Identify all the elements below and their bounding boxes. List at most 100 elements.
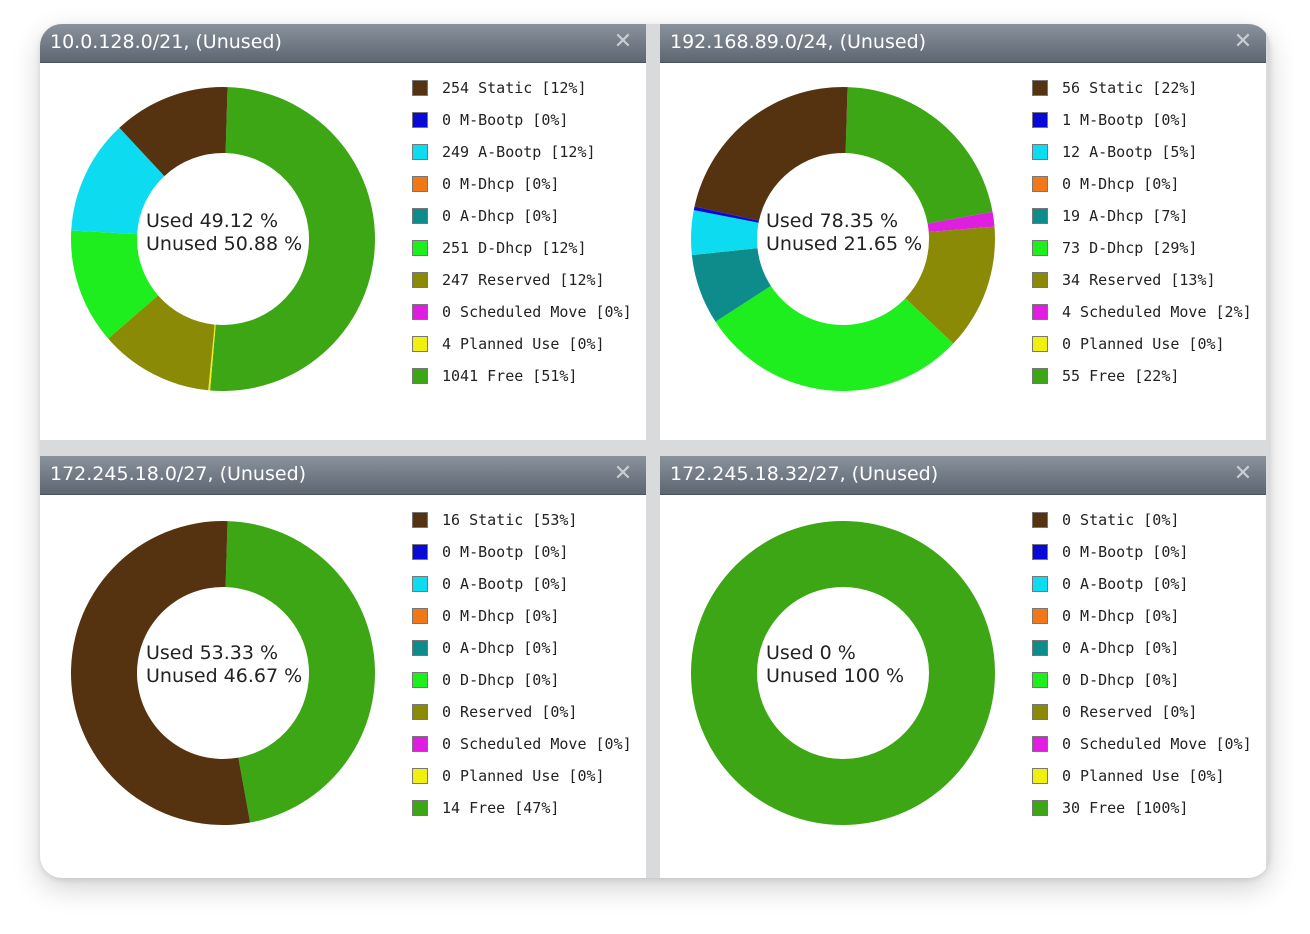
used-percent: Used 53.33 % xyxy=(146,642,279,664)
legend-swatch xyxy=(1032,368,1048,384)
donut-chart xyxy=(691,87,995,392)
used-percent: Used 78.35 % xyxy=(766,210,899,232)
panel-titlebar[interactable]: 172.245.18.0/27, (Unused) ✕ xyxy=(40,456,646,495)
legend-item: 1 M-Bootp [0%] xyxy=(1032,104,1252,136)
legend-label: 4 Planned Use [0%] xyxy=(442,335,605,353)
donut-chart xyxy=(71,521,376,825)
close-icon[interactable]: ✕ xyxy=(613,461,633,486)
legend-item: 0 Static [0%] xyxy=(1032,504,1252,536)
legend-label: 1 M-Bootp [0%] xyxy=(1062,111,1189,129)
legend-label: 0 Planned Use [0%] xyxy=(1062,767,1225,785)
panel-titlebar[interactable]: 10.0.128.0/21, (Unused) ✕ xyxy=(40,24,646,63)
panel-titlebar[interactable]: 192.168.89.0/24, (Unused) ✕ xyxy=(660,24,1266,63)
usage-summary: Used 0 % Unused 100 % xyxy=(766,642,904,688)
donut-segment-d-dhcp xyxy=(70,230,159,339)
donut-segment-d-dhcp xyxy=(715,285,954,392)
donut-segment-planned-use xyxy=(208,324,216,391)
legend-label: 0 M-Dhcp [0%] xyxy=(1062,607,1180,625)
subnet-panel: 172.245.18.0/27, (Unused) ✕ Used 53.33 %… xyxy=(40,456,646,878)
legend-item: 0 A-Bootp [0%] xyxy=(1032,568,1252,600)
legend-label: 0 Scheduled Move [0%] xyxy=(442,303,632,321)
close-icon[interactable]: ✕ xyxy=(613,29,633,54)
donut-segment-free xyxy=(225,521,376,823)
donut-segment-static xyxy=(119,87,228,177)
legend-label: 1041 Free [51%] xyxy=(442,367,578,385)
legend-swatch xyxy=(412,736,428,752)
legend-item: 0 A-Dhcp [0%] xyxy=(1032,632,1252,664)
legend-swatch xyxy=(412,608,428,624)
legend-item: 56 Static [22%] xyxy=(1032,72,1252,104)
legend-label: 0 Planned Use [0%] xyxy=(1062,335,1225,353)
legend-swatch xyxy=(412,368,428,384)
used-percent: Used 49.12 % xyxy=(146,210,279,232)
legend-item: 247 Reserved [12%] xyxy=(412,264,632,296)
legend-swatch xyxy=(1032,240,1048,256)
dashboard-frame: 10.0.128.0/21, (Unused) ✕ Used 49.12 % U… xyxy=(40,24,1270,878)
legend-label: 0 D-Dhcp [0%] xyxy=(1062,671,1180,689)
legend-item: 12 A-Bootp [5%] xyxy=(1032,136,1252,168)
legend-label: 0 M-Bootp [0%] xyxy=(442,543,569,561)
legend-item: 0 Reserved [0%] xyxy=(1032,696,1252,728)
legend-item: 0 Planned Use [0%] xyxy=(1032,328,1252,360)
legend-label: 56 Static [22%] xyxy=(1062,79,1198,97)
panel-title: 172.245.18.0/27, (Unused) xyxy=(50,463,307,485)
legend-swatch xyxy=(412,672,428,688)
close-icon[interactable]: ✕ xyxy=(1233,461,1253,486)
unused-percent: Unused 100 % xyxy=(766,665,905,687)
legend-label: 55 Free [22%] xyxy=(1062,367,1180,385)
usage-summary: Used 78.35 % Unused 21.65 % xyxy=(766,210,922,256)
donut-segment-a-dhcp xyxy=(691,248,771,322)
legend-label: 0 Static [0%] xyxy=(1062,511,1180,529)
legend-label: 0 A-Dhcp [0%] xyxy=(442,207,560,225)
legend-swatch xyxy=(412,768,428,784)
legend-item: 0 A-Dhcp [0%] xyxy=(412,632,632,664)
legend-label: 0 Reserved [0%] xyxy=(442,703,578,721)
donut-segment-m-bootp xyxy=(693,206,759,223)
legend-swatch xyxy=(412,576,428,592)
subnet-panel: 172.245.18.32/27, (Unused) ✕ Used 0 % Un… xyxy=(660,456,1266,878)
legend-label: 0 M-Bootp [0%] xyxy=(1062,543,1189,561)
legend-label: 0 A-Dhcp [0%] xyxy=(1062,639,1180,657)
legend-item: 1041 Free [51%] xyxy=(412,360,632,392)
legend-item: 0 A-Bootp [0%] xyxy=(412,568,632,600)
legend-swatch xyxy=(412,176,428,192)
donut-segment-static xyxy=(694,87,848,221)
legend-label: 0 M-Dhcp [0%] xyxy=(1062,175,1180,193)
legend-label: 254 Static [12%] xyxy=(442,79,587,97)
legend-item: 0 M-Bootp [0%] xyxy=(412,536,632,568)
legend-item: 0 A-Dhcp [0%] xyxy=(412,200,632,232)
legend-swatch xyxy=(1032,672,1048,688)
panel-titlebar[interactable]: 172.245.18.32/27, (Unused) ✕ xyxy=(660,456,1266,495)
legend-swatch xyxy=(1032,544,1048,560)
legend-swatch xyxy=(1032,80,1048,96)
donut-segment-reserved xyxy=(905,226,995,344)
unused-percent: Unused 46.67 % xyxy=(146,665,303,687)
donut-chart xyxy=(70,87,376,392)
legend-label: 0 M-Bootp [0%] xyxy=(442,111,569,129)
legend-swatch xyxy=(1032,576,1048,592)
legend-swatch xyxy=(1032,800,1048,816)
legend-label: 249 A-Bootp [12%] xyxy=(442,143,596,161)
donut-segment-free xyxy=(845,87,993,224)
legend-swatch xyxy=(1032,640,1048,656)
legend-item: 14 Free [47%] xyxy=(412,792,632,824)
close-icon[interactable]: ✕ xyxy=(1233,29,1253,54)
legend-swatch xyxy=(412,304,428,320)
used-percent: Used 0 % xyxy=(766,642,856,664)
legend-swatch xyxy=(412,640,428,656)
legend-label: 0 Planned Use [0%] xyxy=(442,767,605,785)
subnet-panel: 10.0.128.0/21, (Unused) ✕ Used 49.12 % U… xyxy=(40,24,646,440)
legend-label: 12 A-Bootp [5%] xyxy=(1062,143,1198,161)
chart-legend: 56 Static [22%] 1 M-Bootp [0%] 12 A-Bootp … xyxy=(1032,72,1252,392)
legend-label: 0 Scheduled Move [0%] xyxy=(442,735,632,753)
chart-legend: 254 Static [12%] 0 M-Bootp [0%] 249 A-Boot… xyxy=(412,72,632,392)
legend-item: 0 Scheduled Move [0%] xyxy=(412,296,632,328)
donut-segment-reserved xyxy=(108,295,215,391)
legend-item: 254 Static [12%] xyxy=(412,72,632,104)
chart-legend: 16 Static [53%] 0 M-Bootp [0%] 0 A-Bootp [… xyxy=(412,504,632,824)
legend-label: 14 Free [47%] xyxy=(442,799,560,817)
legend-item: 34 Reserved [13%] xyxy=(1032,264,1252,296)
legend-item: 0 Planned Use [0%] xyxy=(412,760,632,792)
legend-item: 30 Free [100%] xyxy=(1032,792,1252,824)
legend-swatch xyxy=(412,272,428,288)
